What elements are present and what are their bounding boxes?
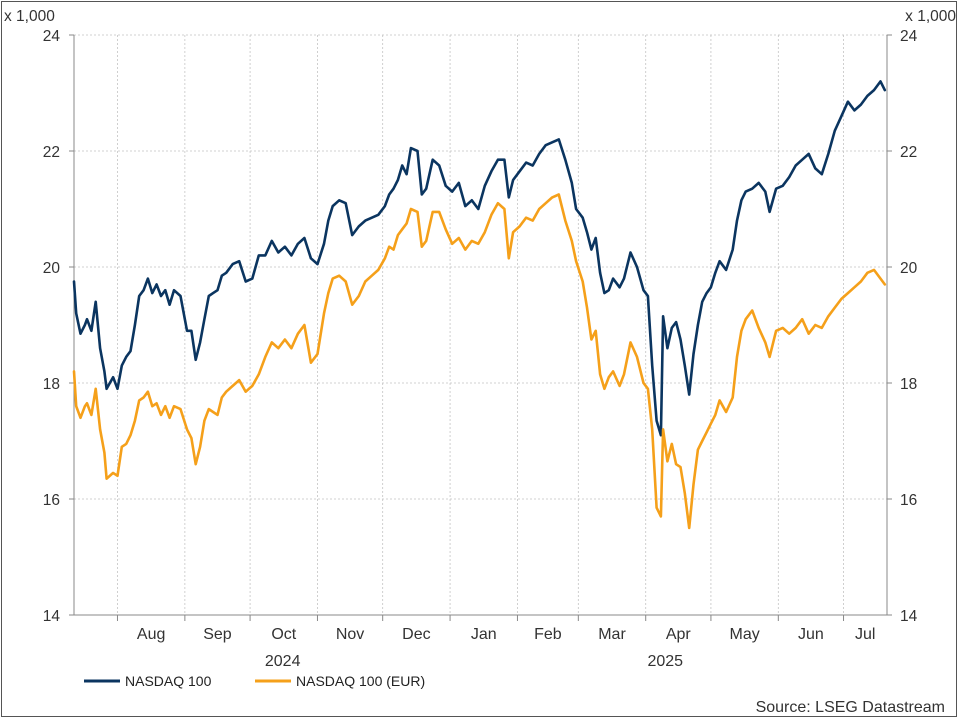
grid <box>74 34 887 615</box>
x-year-label: 2024 <box>265 653 301 670</box>
y-tick-label-right: 24 <box>900 28 918 45</box>
x-month-label: May <box>729 626 759 643</box>
x-month-label: Feb <box>534 626 562 643</box>
left-unit-label: x 1,000 <box>4 8 55 25</box>
y-tick-label-left: 22 <box>43 144 60 161</box>
x-month-label: Aug <box>137 626 165 643</box>
x-year-label: 2025 <box>647 653 683 670</box>
legend-label-nasdaq-100-eur: NASDAQ 100 (EUR) <box>296 673 425 689</box>
legend: NASDAQ 100 NASDAQ 100 (EUR) <box>84 673 425 689</box>
axes: 14 14 16 16 18 18 20 20 22 22 24 24 Aug Sep Oct Nov Dec J… <box>43 28 918 670</box>
x-month-label: Jan <box>471 626 497 643</box>
y-tick-label-right: 20 <box>900 260 918 277</box>
x-month-label: Apr <box>666 626 692 643</box>
x-month-label: Sep <box>203 626 232 643</box>
y-tick-label-right: 16 <box>900 492 917 509</box>
y-tick-label-left: 14 <box>43 608 61 625</box>
source-note: Source: LSEG Datastream <box>756 699 945 716</box>
series-lines <box>72 80 887 530</box>
x-month-label: Jul <box>855 626 875 643</box>
x-month-label: Oct <box>271 626 296 643</box>
legend-label-nasdaq-100: NASDAQ 100 <box>125 673 212 689</box>
series-line-nasdaq-100-eur <box>72 193 887 530</box>
x-month-label: Mar <box>598 626 626 643</box>
y-tick-label-left: 20 <box>43 260 61 277</box>
y-tick-label-left: 24 <box>43 28 61 45</box>
x-month-label: Dec <box>402 626 430 643</box>
y-tick-label-left: 16 <box>43 492 60 509</box>
y-tick-label-right: 14 <box>900 608 918 625</box>
y-tick-label-left: 18 <box>43 376 60 393</box>
x-month-label: Nov <box>336 626 364 643</box>
x-month-label: Jun <box>798 626 824 643</box>
series-line-nasdaq-100 <box>72 80 887 437</box>
y-tick-label-right: 22 <box>900 144 917 161</box>
right-unit-label: x 1,000 <box>905 8 956 25</box>
y-tick-label-right: 18 <box>900 376 917 393</box>
